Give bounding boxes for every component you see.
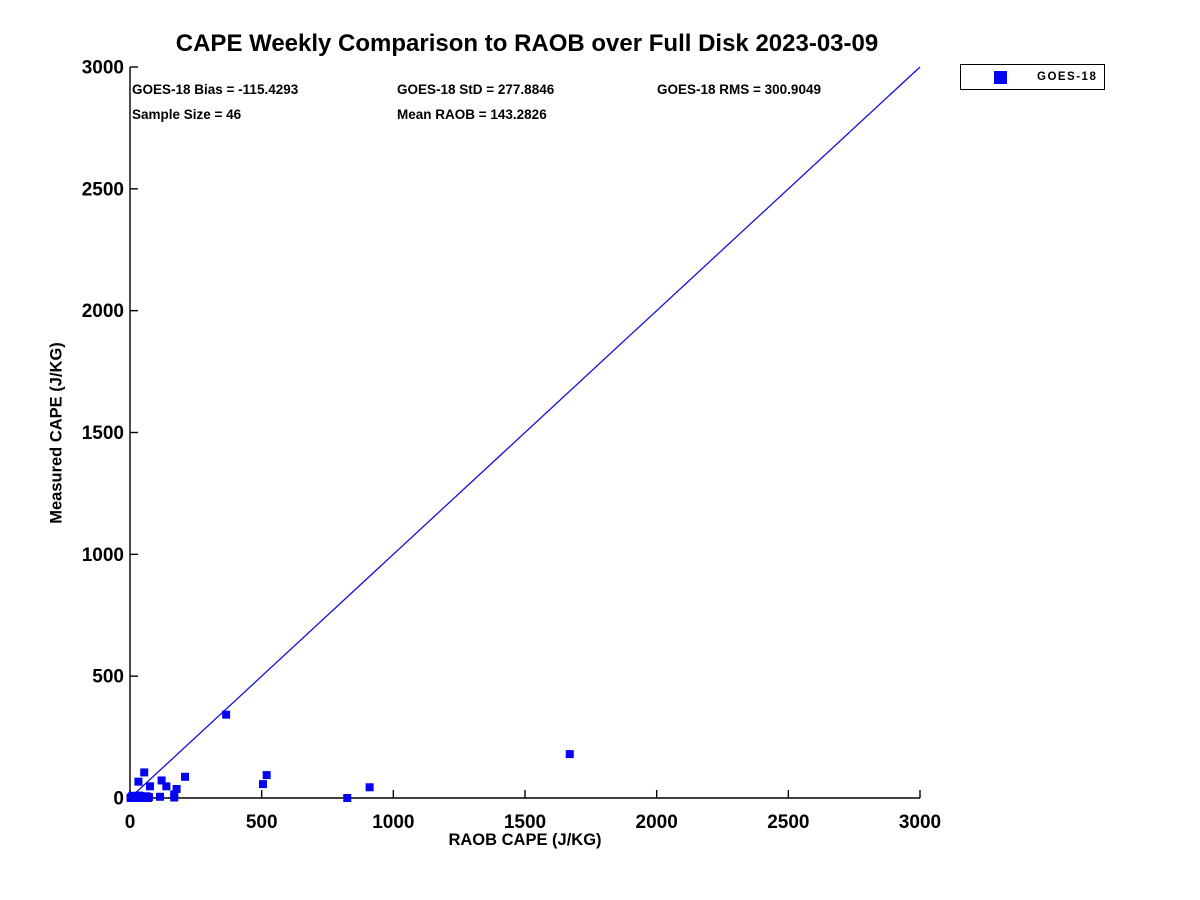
scatter-marker — [170, 790, 179, 799]
stat-rms: GOES-18 RMS = 300.9049 — [657, 82, 821, 97]
y-tick-label: 0 — [113, 789, 124, 810]
y-tick-label: 500 — [92, 667, 124, 688]
scatter-marker — [135, 791, 144, 800]
stat-bias: GOES-18 Bias = -115.4293 — [132, 82, 299, 97]
scatter-marker — [172, 784, 181, 793]
identity-line — [129, 66, 921, 799]
scatter-marker — [146, 782, 155, 791]
x-tick-label: 3000 — [899, 812, 941, 833]
legend-label: GOES-18 — [1037, 71, 1098, 83]
x-tick-label: 2500 — [767, 812, 809, 833]
stat-sample-size: Sample Size = 46 — [132, 107, 242, 122]
x-tick-label: 2000 — [636, 812, 678, 833]
stat-mean-raob: Mean RAOB = 143.2826 — [397, 107, 547, 122]
scatter-marker — [222, 710, 231, 719]
scatter-marker — [156, 792, 165, 801]
scatter-marker — [162, 782, 171, 791]
y-tick-label: 2000 — [82, 301, 124, 322]
scatter-marker — [181, 772, 190, 781]
scatter-marker — [262, 771, 271, 780]
legend-box: GOES-18 — [960, 64, 1105, 90]
y-axis-label: Measured CAPE (J/KG) — [47, 342, 66, 524]
scatter-marker — [157, 776, 166, 785]
scatter-marker — [565, 750, 574, 759]
x-tick-label: 1000 — [372, 812, 414, 833]
scatter-marker — [144, 793, 153, 802]
y-tick-label: 1000 — [82, 545, 124, 566]
x-tick-label: 0 — [125, 812, 136, 833]
scatter-marker — [134, 777, 143, 786]
x-tick-label: 1500 — [504, 812, 546, 833]
scatter-marker — [128, 791, 137, 800]
scatter-marker — [140, 768, 149, 777]
legend-marker-icon — [994, 70, 1007, 84]
y-tick-label: 3000 — [82, 58, 124, 79]
scatter-marker — [258, 780, 267, 789]
y-tick-label: 1500 — [82, 423, 124, 444]
scatter-marker — [365, 783, 374, 792]
y-tick-label: 2500 — [82, 179, 124, 200]
x-axis-label: RAOB CAPE (J/KG) — [448, 831, 602, 849]
stat-std: GOES-18 StD = 277.8846 — [397, 82, 555, 97]
x-tick-label: 500 — [246, 812, 278, 833]
chart-title: CAPE Weekly Comparison to RAOB over Full… — [175, 30, 879, 57]
scatter-marker — [343, 794, 352, 802]
